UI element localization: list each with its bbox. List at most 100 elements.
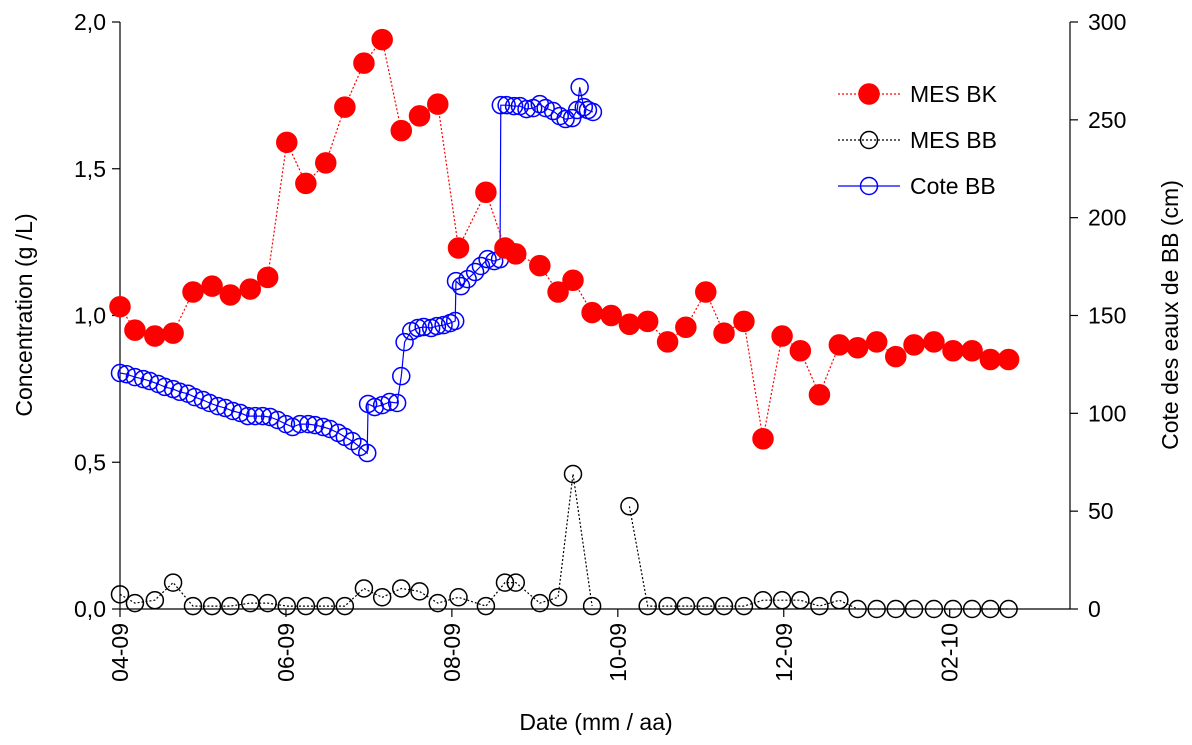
y2-tick-label: 300 [1088, 9, 1126, 35]
x-tick-label: 02-10 [937, 623, 963, 682]
y2-axis-label: Cote des eaux de BB (cm) [1157, 180, 1183, 450]
data-point [923, 331, 945, 353]
y2-tick-label: 250 [1088, 107, 1126, 133]
data-point [848, 599, 867, 619]
data-point [447, 237, 470, 259]
data-point [517, 99, 536, 119]
series-line [119, 87, 594, 455]
data-point [353, 52, 375, 74]
data-point [295, 172, 317, 195]
data-point [478, 249, 497, 269]
data-point [638, 596, 657, 616]
data-point [581, 301, 603, 324]
legend-marker [859, 176, 879, 196]
y-tick-label: 2,0 [74, 9, 106, 35]
data-point [943, 599, 963, 619]
data-point [258, 593, 277, 613]
data-point [771, 325, 793, 347]
data-point [182, 281, 204, 303]
data-point [390, 119, 413, 142]
data-point [335, 596, 355, 616]
data-point [536, 98, 555, 118]
x-axis-label: Date (mm / aa) [519, 709, 672, 735]
data-point [320, 419, 340, 439]
data-point [658, 596, 677, 616]
data-point [354, 579, 374, 598]
data-point [221, 596, 240, 616]
data-point [620, 497, 639, 516]
data-point [471, 256, 491, 276]
data-point [772, 590, 792, 610]
data-point [504, 96, 524, 116]
data-point [316, 596, 336, 616]
data-point [548, 588, 568, 607]
data-point [445, 311, 465, 331]
data-point [458, 269, 477, 289]
data-point [600, 304, 622, 327]
y-tick-label: 1,5 [74, 156, 106, 182]
data-point [582, 596, 602, 616]
data-point [696, 596, 716, 616]
data-point [408, 318, 428, 338]
data-point [387, 393, 407, 413]
data-point [570, 77, 589, 97]
data-point [296, 596, 316, 616]
data-point [239, 278, 262, 300]
legend-label: Cote BB [910, 173, 996, 199]
data-point [357, 443, 377, 463]
data-point [125, 593, 145, 613]
data-point [414, 317, 433, 337]
data-point [408, 105, 431, 127]
data-point [886, 599, 906, 619]
y-axis-label: Concentration (g /L) [11, 213, 37, 416]
data-point [380, 392, 399, 412]
data-point [451, 276, 471, 296]
data-point [145, 590, 165, 610]
x-tick-label: 04-09 [107, 623, 133, 682]
y-tick-label: 0,5 [74, 449, 106, 475]
data-point [277, 596, 297, 616]
data-point [867, 599, 886, 619]
data-point [410, 582, 429, 601]
data-point [733, 310, 755, 333]
data-point [865, 331, 888, 353]
data-point [676, 596, 696, 616]
data-point [808, 383, 831, 406]
data-point [372, 588, 392, 607]
data-point [491, 95, 511, 115]
data-point [846, 337, 869, 359]
data-point [371, 28, 393, 51]
data-point [299, 414, 318, 434]
data-point [997, 348, 1020, 371]
data-point [256, 266, 279, 289]
data-point [260, 407, 280, 427]
data-point [574, 97, 594, 117]
data-point [789, 339, 812, 362]
data-point [547, 281, 569, 303]
x-tick-label: 12-09 [771, 623, 797, 682]
y2-tick-label: 0 [1088, 596, 1101, 622]
data-point [791, 590, 810, 610]
data-point [618, 313, 641, 336]
data-point [125, 367, 145, 387]
data-point [961, 339, 983, 362]
data-point [202, 596, 222, 616]
data-point [713, 322, 735, 344]
data-point [392, 579, 411, 598]
data-point [981, 599, 1000, 619]
data-point [942, 339, 964, 362]
data-point [636, 310, 659, 333]
data-point [753, 590, 773, 610]
data-point [238, 406, 258, 426]
data-point [830, 590, 849, 610]
data-point [695, 281, 717, 303]
legend-label: MES BB [910, 127, 997, 153]
data-point [475, 181, 497, 203]
data-point [506, 573, 526, 592]
data-point [656, 331, 679, 353]
y2-tick-label: 200 [1088, 205, 1126, 231]
y-tick-label: 1,0 [74, 303, 106, 329]
data-point [999, 599, 1018, 619]
data-point [162, 322, 184, 344]
